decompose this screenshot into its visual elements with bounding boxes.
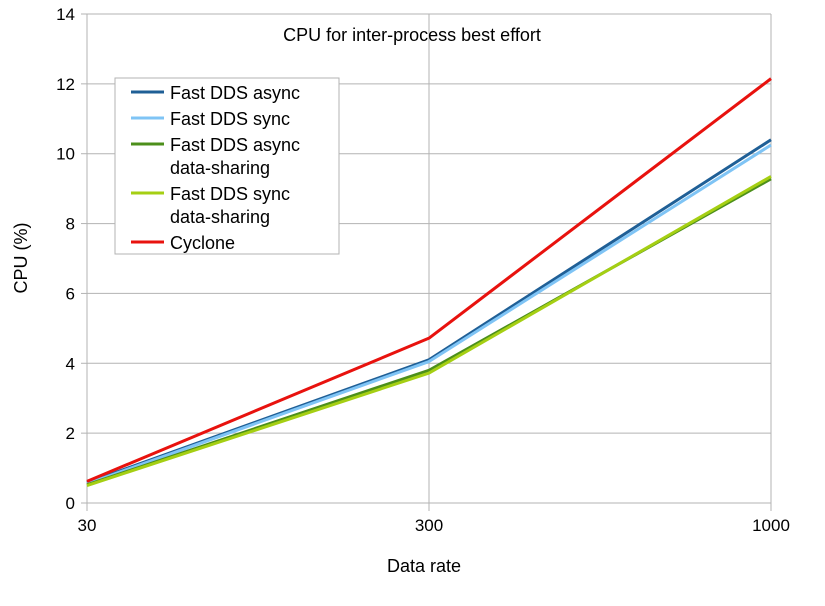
legend-label: data-sharing xyxy=(170,158,270,178)
y-axis-ticks: 0 2 4 6 8 10 12 14 xyxy=(56,5,75,513)
y-tick-label: 4 xyxy=(66,354,75,373)
chart-series xyxy=(86,77,772,487)
legend-label: Fast DDS async xyxy=(170,135,300,155)
legend-label: Fast DDS sync xyxy=(170,184,290,204)
chart-title: CPU for inter-process best effort xyxy=(283,25,541,45)
y-tick-label: 2 xyxy=(66,424,75,443)
y-tick-label: 14 xyxy=(56,5,75,24)
x-tick-label: 300 xyxy=(415,516,443,535)
series-line-1 xyxy=(86,143,772,486)
legend-label: Fast DDS async xyxy=(170,83,300,103)
y-axis-label: CPU (%) xyxy=(11,223,31,294)
x-axis-ticks: 30 300 1000 xyxy=(78,516,790,535)
legend-label: Fast DDS sync xyxy=(170,109,290,129)
x-tick-label: 30 xyxy=(78,516,97,535)
series-line-3 xyxy=(86,175,772,487)
y-tick-label: 12 xyxy=(56,75,75,94)
series-line-4 xyxy=(86,77,772,483)
y-tick-label: 10 xyxy=(56,145,75,164)
y-tick-label: 6 xyxy=(66,284,75,303)
y-tick-label: 8 xyxy=(66,215,75,234)
y-tick-label: 0 xyxy=(66,494,75,513)
x-axis-label: Data rate xyxy=(387,556,461,576)
x-tick-label: 1000 xyxy=(752,516,790,535)
legend-box xyxy=(114,77,340,255)
chart-legend: Fast DDS async Fast DDS sync Fast DDS asyn… xyxy=(114,77,340,255)
legend-label: data-sharing xyxy=(170,207,270,227)
legend-label: Cyclone xyxy=(170,233,235,253)
